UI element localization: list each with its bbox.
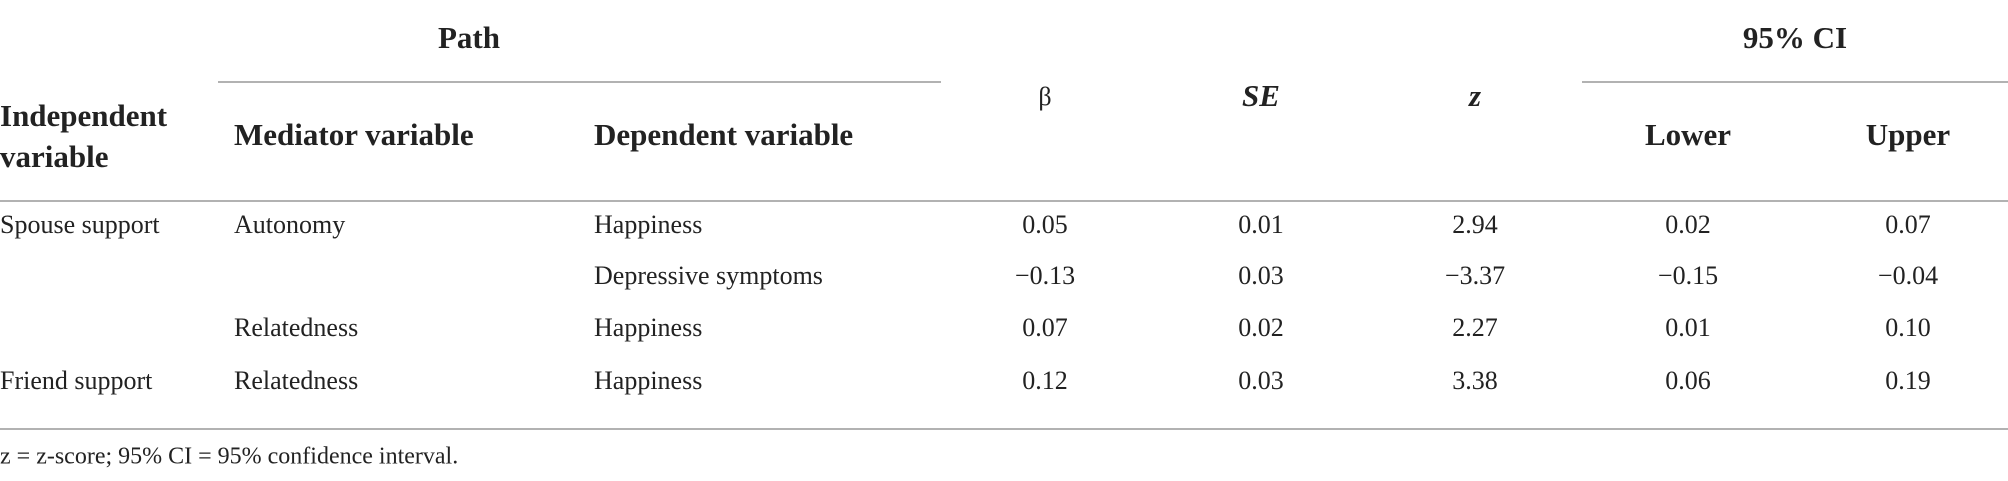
cell: 0.06 <box>1665 366 1711 395</box>
cell: −0.04 <box>1878 261 1938 290</box>
column-header: β <box>1038 82 1051 111</box>
column-header: Independent variable <box>0 98 168 174</box>
column-header: SE <box>1242 78 1280 113</box>
cell: Autonomy <box>234 210 345 239</box>
column-header: Upper <box>1866 117 1951 152</box>
cell: 0.07 <box>1885 210 1931 239</box>
cell: 0.10 <box>1885 313 1931 342</box>
group-header: 95% CI <box>1743 20 1847 55</box>
column-header: Mediator variable <box>234 117 474 152</box>
cell: 0.02 <box>1665 210 1711 239</box>
cell: Friend support <box>0 366 153 395</box>
cell: 0.01 <box>1238 210 1284 239</box>
cell: 2.27 <box>1452 313 1498 342</box>
cell: 0.07 <box>1022 313 1068 342</box>
column-header: Lower <box>1645 117 1731 152</box>
cell: 0.19 <box>1885 366 1931 395</box>
cell: 0.01 <box>1665 313 1711 342</box>
column-header: z <box>1468 78 1481 113</box>
column-header: Dependent variable <box>594 117 853 152</box>
cell: −0.15 <box>1658 261 1718 290</box>
group-header: Path <box>438 20 500 55</box>
cell: 3.38 <box>1452 366 1498 395</box>
cell: Happiness <box>594 210 702 239</box>
cell: Spouse support <box>0 210 160 239</box>
cell: 2.94 <box>1452 210 1498 239</box>
cell: Relatedness <box>234 313 358 342</box>
cell: 0.02 <box>1238 313 1284 342</box>
cell: 0.12 <box>1022 366 1068 395</box>
cell: Depressive symptoms <box>594 261 823 290</box>
cell: Happiness <box>594 366 702 395</box>
cell: −3.37 <box>1445 261 1505 290</box>
cell: 0.03 <box>1238 261 1284 290</box>
cell: 0.03 <box>1238 366 1284 395</box>
cell: Happiness <box>594 313 702 342</box>
cell: −0.13 <box>1015 261 1075 290</box>
cell: 0.05 <box>1022 210 1068 239</box>
cell: Relatedness <box>234 366 358 395</box>
footnote: z = z-score; 95% CI = 95% confidence int… <box>0 444 458 470</box>
